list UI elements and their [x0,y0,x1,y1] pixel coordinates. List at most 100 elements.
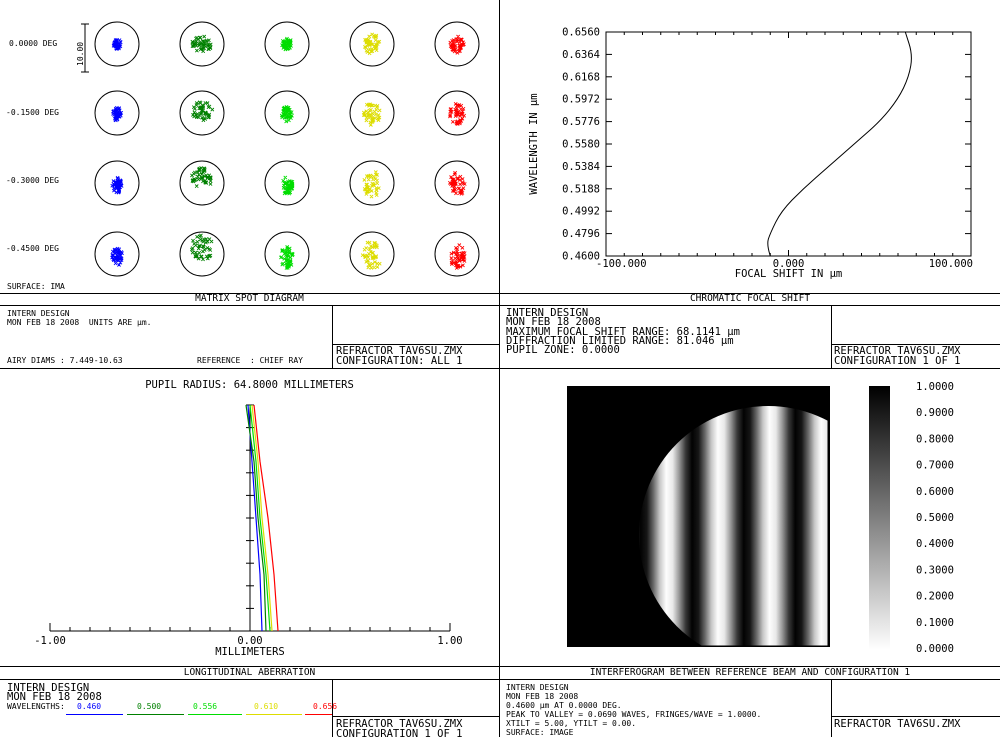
info-box-divider [831,679,832,737]
aberration-curve-0.500 [245,404,267,632]
aberration-curve-0.556 [249,404,271,632]
airy-disk-circle [94,231,140,277]
airy-disk-circle [179,90,225,136]
airy-disk-circle [434,90,480,136]
x-tick-label: 0.00 [237,635,262,647]
spot-info-line1: INTERN DESIGN [7,309,70,318]
colorbar-label: 0.5000 [916,512,954,524]
info-box-line [831,716,1000,717]
spot-1-4 [448,101,467,126]
x-tick-label: 0.000 [773,258,805,270]
airy-disk-circle [179,21,225,67]
spot-2-3 [362,170,381,199]
interf-info-line2: MON FEB 18 2008 [506,692,579,701]
spot-file-name: REFRACTOR TAV6SU.ZMX [336,345,463,357]
spot-0-1 [190,34,213,54]
y-tick-label: 0.5972 [562,94,600,106]
spot-pattern [448,101,467,126]
spot-pattern [279,244,295,270]
pupil-zone: PUPIL ZONE: 0.0000 [506,344,620,356]
aberration-curve-0.610 [251,404,273,632]
spot-3-2 [279,244,295,270]
wavelength-3: 0.610 [254,702,279,711]
colorbar-label: 0.4000 [916,538,954,550]
spot-pattern [189,233,214,262]
info-box-divider [831,305,832,368]
chrom-configuration: CONFIGURATION 1 OF 1 [834,355,961,367]
spot-3-0 [110,246,124,267]
chrom-file-name: REFRACTOR TAV6SU.ZMX [834,345,961,357]
spot-0-3 [362,32,382,56]
spot-pattern [361,102,382,127]
spot-pattern [190,166,213,189]
info-box-line [332,716,499,717]
spot-2-4 [447,170,467,196]
spot-info-line2: MON FEB 18 2008 UNITS ARE µm. [7,318,152,327]
spot-title: MATRIX SPOT DIAGRAM [195,293,304,304]
airy-disk-circle [94,90,140,136]
pupil-radius-heading: PUPIL RADIUS: 64.8000 MILLIMETERS [145,379,354,391]
colorbar-label: 0.1000 [916,617,954,629]
wavelength-4: 0.656 [313,702,338,711]
airy-disk-circle [349,231,395,277]
colorbar [869,386,890,650]
longitudinal-aberration-panel: -1.00 0.00 1.00 MILLIMETERS [34,404,463,658]
aberration-curve-0.656 [253,404,279,632]
chromatic-title: CHROMATIC FOCAL SHIFT [689,293,811,304]
y-tick-label: 0.6364 [562,49,600,61]
spot-3-4 [449,243,467,270]
colorbar-label: 0.0000 [916,643,954,655]
interf-file-name: REFRACTOR TAV6SU.ZMX [834,718,961,730]
interferogram-panel: 1.0000 0.9000 0.8000 0.7000 0.6000 0.5000 0.40… [567,381,954,655]
spot-scale-label: 10.00 [76,41,85,66]
spot-3-3 [360,240,382,270]
colorbar-label: 0.7000 [916,460,954,472]
airy-disk-circle [264,90,310,136]
spot-2-2 [281,175,295,196]
x-tick-label: -1.00 [34,635,66,647]
spot-2-0 [110,175,124,195]
x-tick-label: -100.000 [596,258,647,270]
spot-1-1 [191,100,215,123]
chromatic-focal-shift-panel: 0.6560 0.6364 0.6168 0.5972 0.5776 0.5580 0.53… [528,27,973,281]
spot-pattern [448,34,466,55]
x-tick-label: 100.000 [929,258,973,270]
top-info-line [0,305,1000,306]
x-axis-label: MILLIMETERS [215,646,285,658]
colorbar-label: 1.0000 [916,381,954,393]
colorbar-label: 0.8000 [916,433,954,445]
bottom-info-line [0,679,1000,680]
y-tick-label: 0.5188 [562,183,600,195]
long-info-line2: MON FEB 18 2008 [7,691,102,703]
field-label-3: -0.4500 DEG [6,244,59,253]
spot-pattern [110,175,124,195]
mid-line [0,368,1000,369]
airy-disk-circle [264,160,310,206]
airy-disk-circle [94,21,140,67]
spot-2-1 [190,166,213,189]
spot-1-0 [111,105,124,123]
spot-pattern [190,34,213,54]
airy-disk-circle [349,90,395,136]
airy-disk-circle [179,231,225,277]
plot-frame [605,31,972,257]
top-title-line [0,293,1000,294]
spot-pattern [111,38,123,51]
x-tick-label: 1.00 [437,635,462,647]
tilt-values: XTILT = 5.00, YTILT = 0.00. [506,719,637,728]
field-label-1: -0.1500 DEG [6,108,59,117]
peak-to-valley: PEAK TO VALLEY = 0.0690 WAVES, FRINGES/W… [506,710,762,719]
spot-3-1 [189,233,214,262]
spot-pattern [360,240,382,270]
wavelength-0: 0.460 [77,702,102,711]
spot-0-4 [448,34,466,55]
colorbar-label: 0.9000 [916,407,954,419]
surface-label: SURFACE: IMA [7,282,65,291]
aberration-curve-0.460 [247,404,263,632]
interf-surface: SURFACE: IMAGE [506,728,574,737]
max-focal-shift-range: MAXIMUM FOCAL SHIFT RANGE: 68.1141 µm [506,326,740,338]
airy-disk-circle [179,160,225,206]
x-axis-label: FOCAL SHIFT IN µm [735,268,842,280]
colorbar-label: 0.3000 [916,564,954,576]
info-box-divider [332,305,333,368]
